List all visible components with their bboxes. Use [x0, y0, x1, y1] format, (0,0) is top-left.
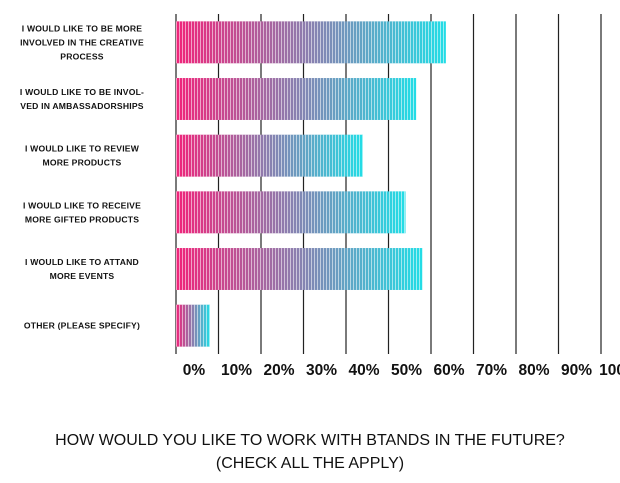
category-label-line: OTHER (PLEASE SPECIFY) — [24, 321, 140, 331]
bar-stripes — [176, 304, 210, 347]
category-labels: I WOULD LIKE TO BE MORE INVOLVED IN THE C… — [20, 23, 144, 330]
x-tick-label: 50% — [391, 362, 422, 379]
bar-stripes — [176, 134, 363, 177]
category-label: OTHER (PLEASE SPECIFY) — [24, 321, 140, 331]
x-tick-label: 60% — [433, 362, 464, 379]
x-tick-label: 70% — [476, 362, 507, 379]
category-label-line: MORE GIFTED PRODUCTS — [25, 214, 139, 224]
x-tick-label: 100% — [599, 362, 620, 379]
grid-lines — [175, 14, 602, 354]
category-label: I WOULD LIKE TO BE INVOL- VED IN AMBASSAD… — [20, 87, 144, 111]
x-tick-label: 10% — [221, 362, 252, 379]
x-tick-label: 0% — [183, 362, 206, 379]
chart-title: HOW WOULD YOU LIKE TO WORK WITH BTANDS I… — [55, 432, 565, 449]
bar — [176, 304, 210, 347]
category-label: I WOULD LIKE TO REVIEW MORE PRODUCTS — [25, 144, 140, 168]
category-label-line: MORE EVENTS — [50, 271, 115, 281]
category-label: I WOULD LIKE TO ATTAND MORE EVENTS — [25, 257, 139, 281]
bar — [176, 78, 417, 120]
x-axis-tick-labels: 0% 10% 20% 30% 40% 50% 60% 70% 80% 90% 100% — [183, 362, 620, 379]
bar-stripes — [176, 191, 406, 234]
category-label-line: I WOULD LIKE TO RECEIVE — [23, 200, 141, 210]
category-label-line: I WOULD LIKE TO ATTAND — [25, 257, 139, 267]
bar-stripes — [176, 248, 423, 290]
category-label-line: I WOULD LIKE TO REVIEW — [25, 144, 140, 154]
bar — [176, 248, 423, 290]
x-tick-label: 30% — [306, 362, 337, 379]
bar-stripes — [176, 78, 417, 120]
x-tick-label: 20% — [263, 362, 294, 379]
category-label-line: I WOULD LIKE TO BE MORE — [22, 23, 143, 33]
category-label-line: MORE PRODUCTS — [43, 158, 122, 168]
category-label-line: PROCESS — [60, 51, 103, 61]
x-tick-label: 40% — [348, 362, 379, 379]
bar-stripes — [176, 21, 446, 64]
bar — [176, 191, 406, 234]
bar — [176, 21, 446, 64]
category-label-line: I WOULD LIKE TO BE INVOL- — [20, 87, 144, 97]
category-label-line: INVOLVED IN THE CREATIVE — [20, 37, 144, 47]
bar — [176, 134, 363, 177]
category-label: I WOULD LIKE TO RECEIVE MORE GIFTED PRODU… — [23, 200, 141, 224]
category-label-line: VED IN AMBASSADORSHIPS — [20, 101, 144, 111]
x-tick-label: 90% — [561, 362, 592, 379]
chart-subtitle: (CHECK ALL THE APPLY) — [216, 455, 404, 472]
category-label: I WOULD LIKE TO BE MORE INVOLVED IN THE C… — [20, 23, 144, 61]
bars — [176, 21, 446, 347]
x-tick-label: 80% — [518, 362, 549, 379]
